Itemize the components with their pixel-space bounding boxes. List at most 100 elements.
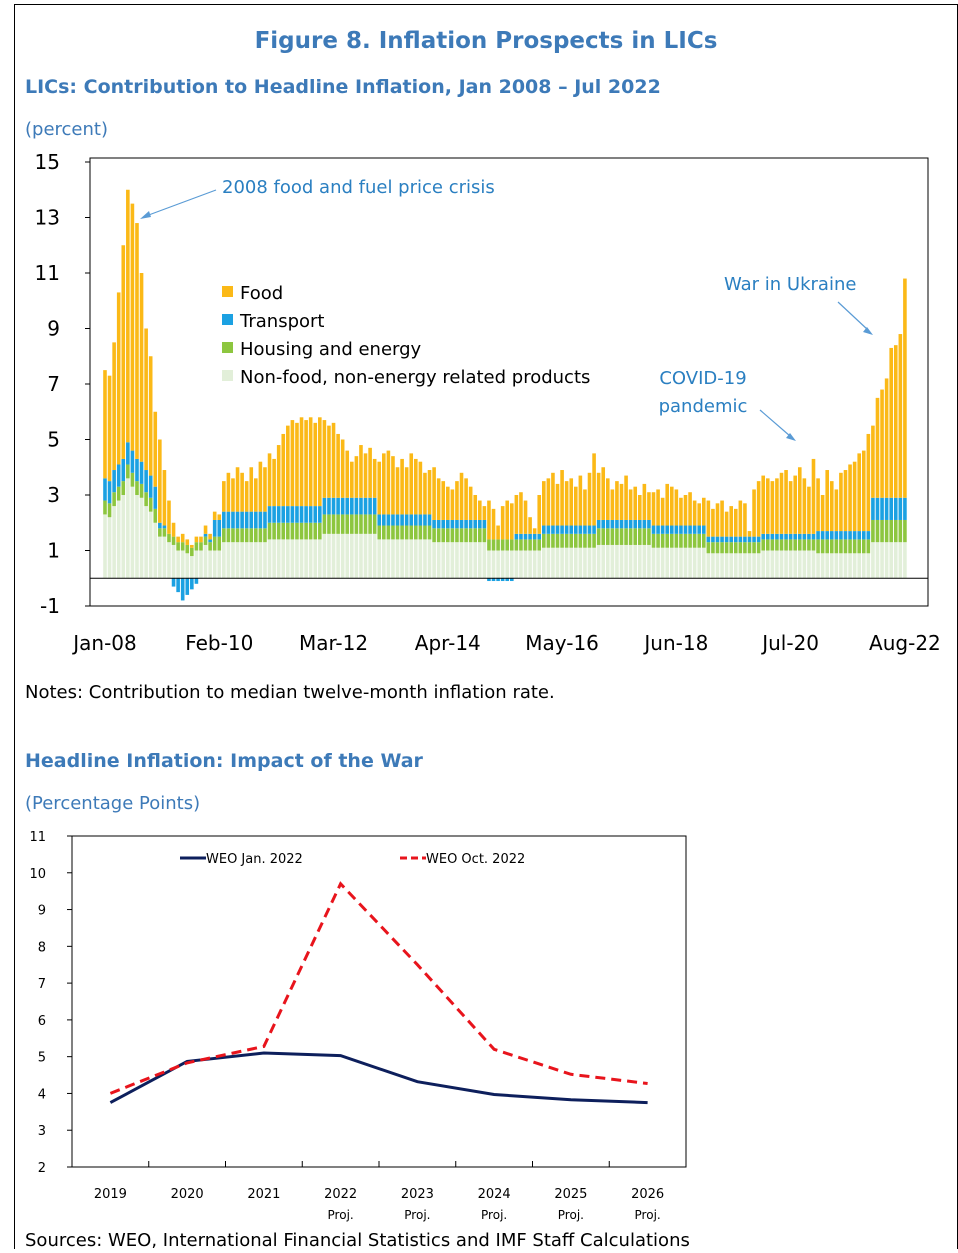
bar-segment [765, 539, 770, 551]
bar-segment [592, 453, 596, 526]
bar-segment [784, 539, 788, 551]
bar-segment [765, 550, 770, 579]
bar-segment [651, 525, 656, 534]
bar-segment [391, 525, 395, 540]
bar-segment [578, 533, 583, 548]
x-tick-note: Proj. [635, 1208, 661, 1222]
bar-segment [573, 533, 578, 548]
bar-segment [839, 472, 843, 532]
bar-segment [432, 467, 436, 520]
bar-segment [395, 525, 400, 540]
bar-segment [299, 539, 304, 579]
y-tick-label: 6 [38, 1014, 46, 1029]
bar-segment [651, 547, 656, 579]
bar-segment [327, 497, 331, 515]
bar-segment [523, 500, 528, 534]
bar-segment [414, 514, 418, 526]
bar-segment [683, 525, 688, 534]
bar-segment [340, 533, 345, 579]
bar-segment [263, 528, 267, 543]
chart-subtitle: (percent) [25, 119, 108, 140]
bar-segment [199, 550, 203, 579]
bar-segment [112, 470, 116, 493]
bar-segment [327, 514, 331, 534]
bar-segment [651, 533, 656, 548]
bar-segment [898, 497, 903, 520]
bar-segment [893, 542, 898, 579]
bar-segment [144, 506, 148, 579]
bar-segment [468, 542, 473, 579]
bar-segment [779, 550, 784, 579]
bar-segment [542, 533, 546, 548]
bar-segment [295, 422, 299, 507]
bar-segment [761, 550, 766, 579]
bar-segment [258, 542, 263, 579]
bar-segment [254, 478, 258, 512]
annotation: 2008 food and fuel price crisis [222, 177, 495, 198]
bar-segment [788, 533, 793, 540]
bar-segment [299, 506, 304, 523]
bar-segment [674, 525, 679, 534]
bar-segment [418, 514, 423, 526]
bar-segment [254, 528, 258, 543]
bar-segment [354, 456, 359, 498]
y-tick-label: 9 [38, 904, 46, 919]
bar-segment [194, 550, 199, 579]
bar-segment [441, 528, 446, 543]
bar-segment [459, 519, 464, 529]
bar-segment [446, 542, 450, 579]
bar-segment [697, 503, 702, 526]
legend-swatch [222, 314, 233, 325]
bar-segment [212, 550, 217, 579]
bar-segment [313, 506, 318, 523]
bar-segment [743, 503, 747, 537]
bar-segment [779, 533, 784, 540]
bar-segment [738, 553, 743, 579]
bar-segment [669, 486, 674, 526]
bar-segment [295, 522, 299, 540]
bar-segment [880, 389, 884, 498]
bar-segment [267, 453, 272, 507]
bar-segment [843, 470, 848, 532]
bar-segment [432, 528, 436, 543]
bar-segment [176, 536, 180, 543]
bar-segment [510, 503, 514, 540]
bar-segment [747, 531, 752, 537]
bar-segment [244, 511, 249, 529]
bar-segment [171, 522, 176, 537]
bar-segment [491, 508, 496, 540]
bar-segment [222, 542, 226, 579]
bar-segment [359, 445, 363, 498]
bar-segment [637, 519, 642, 529]
bar-segment [514, 539, 519, 551]
bar-segment [286, 522, 290, 540]
bar-segment [372, 458, 377, 498]
bar-segment [848, 539, 852, 554]
bar-segment [898, 519, 903, 543]
bar-segment [153, 508, 158, 523]
bar-segment [276, 522, 281, 540]
bar-segment [171, 536, 176, 545]
bar-segment [747, 553, 752, 579]
bar-segment [496, 525, 500, 540]
bar-segment [587, 525, 592, 534]
bar-segment [336, 533, 340, 579]
bar-segment [322, 514, 327, 534]
bar-segment [139, 497, 144, 579]
bar-segment [482, 528, 487, 543]
bar-segment [866, 433, 871, 532]
bar-segment [729, 536, 734, 543]
bar-segment [308, 539, 313, 579]
x-tick-note: Proj. [481, 1208, 507, 1222]
bar-segment [770, 533, 775, 540]
bar-segment [203, 533, 208, 537]
bar-segment [903, 519, 907, 543]
bar-segment [135, 481, 139, 495]
bar-segment [446, 519, 450, 529]
bar-segment [286, 539, 290, 579]
bar-segment [674, 533, 679, 548]
bar-segment [345, 450, 350, 498]
bar-segment [752, 536, 756, 543]
bar-segment [642, 483, 647, 520]
bar-segment [505, 578, 510, 582]
